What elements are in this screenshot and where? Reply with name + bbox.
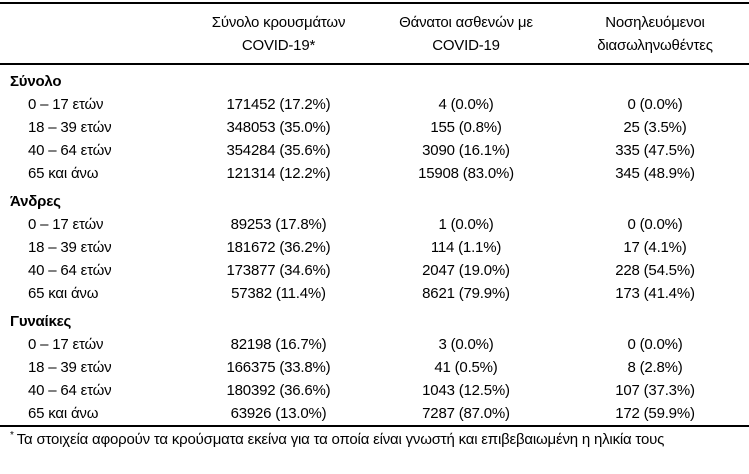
covid-age-statistics-table: Σύνολο κρουσμάτων COVID-19* Θάνατοι ασθε…: [0, 2, 749, 427]
table-row: 40 – 64 ετών 173877 (34.6%) 2047 (19.0%) 22…: [0, 259, 749, 282]
table-row: 40 – 64 ετών 354284 (35.6%) 3090 (16.1%) 33…: [0, 139, 749, 162]
header-empty-cell: [0, 3, 186, 65]
cases-cell: 63926 (13.0%): [230, 405, 327, 422]
age-group-label: 40 – 64 ετών: [28, 262, 112, 279]
intubated-cell: 107 (37.3%): [615, 382, 695, 399]
group-name: Γυναίκες: [10, 313, 72, 330]
group-name: Σύνολο: [10, 73, 62, 90]
intubated-cell: 25 (3.5%): [623, 119, 687, 136]
deaths-cell: 2047 (19.0%): [422, 262, 510, 279]
header-deaths-line1: Θάνατοι ασθενών με: [399, 14, 533, 31]
group-header-row: Άνδρες: [0, 185, 749, 213]
group-name: Άνδρες: [10, 193, 61, 210]
table-row: 40 – 64 ετών 180392 (36.6%) 1043 (12.5%) 10…: [0, 379, 749, 402]
intubated-cell: 17 (4.1%): [623, 239, 687, 256]
intubated-cell: 335 (47.5%): [615, 142, 695, 159]
cases-cell: 348053 (35.0%): [226, 119, 331, 136]
header-intubated-line2: διασωληνωθέντες: [597, 37, 713, 54]
age-group-label: 40 – 64 ετών: [28, 382, 112, 399]
intubated-cell: 0 (0.0%): [627, 96, 683, 113]
age-group-label: 18 – 39 ετών: [28, 239, 112, 256]
header-deaths-line2: COVID-19: [432, 37, 500, 54]
table-row: 0 – 17 ετών 89253 (17.8%) 1 (0.0%) 0 (0.0%): [0, 213, 749, 236]
cases-cell: 82198 (16.7%): [230, 336, 327, 353]
deaths-cell: 3090 (16.1%): [422, 142, 510, 159]
age-group-label: 0 – 17 ετών: [28, 216, 104, 233]
group-header-row: Γυναίκες: [0, 305, 749, 333]
age-group-label: 18 – 39 ετών: [28, 359, 112, 376]
deaths-cell: 1 (0.0%): [438, 216, 494, 233]
cases-cell: 173877 (34.6%): [226, 262, 331, 279]
age-group-label: 65 και άνω: [28, 405, 99, 422]
footnote-asterisk: *: [10, 430, 14, 441]
group-header-row: Σύνολο: [0, 64, 749, 93]
age-group-label: 18 – 39 ετών: [28, 119, 112, 136]
table-row: 0 – 17 ετών 82198 (16.7%) 3 (0.0%) 0 (0.0%): [0, 333, 749, 356]
header-row: Σύνολο κρουσμάτων COVID-19* Θάνατοι ασθε…: [0, 3, 749, 65]
header-cases: Σύνολο κρουσμάτων COVID-19*: [186, 3, 371, 65]
intubated-cell: 8 (2.8%): [627, 359, 683, 376]
table-row: 18 – 39 ετών 166375 (33.8%) 41 (0.5%) 8 (2.…: [0, 356, 749, 379]
header-intubated-line1: Νοσηλευόμενοι: [605, 14, 705, 31]
deaths-cell: 3 (0.0%): [438, 336, 494, 353]
table-header: Σύνολο κρουσμάτων COVID-19* Θάνατοι ασθε…: [0, 3, 749, 65]
age-group-label: 40 – 64 ετών: [28, 142, 112, 159]
cases-cell: 57382 (11.4%): [231, 285, 326, 302]
header-cases-line1: Σύνολο κρουσμάτων: [211, 14, 346, 31]
intubated-cell: 172 (59.9%): [615, 405, 695, 422]
header-cases-line2: COVID-19*: [241, 37, 316, 54]
intubated-cell: 173 (41.4%): [615, 285, 695, 302]
cases-cell: 121314 (12.2%): [226, 165, 331, 182]
deaths-cell: 4 (0.0%): [438, 96, 494, 113]
intubated-cell: 345 (48.9%): [615, 165, 695, 182]
cases-cell: 181672 (36.2%): [226, 239, 331, 256]
table-row: 0 – 17 ετών 171452 (17.2%) 4 (0.0%) 0 (0.0%…: [0, 93, 749, 116]
header-intubated: Νοσηλευόμενοι διασωληνωθέντες: [561, 3, 749, 65]
cases-cell: 180392 (36.6%): [226, 382, 331, 399]
table-row: 18 – 39 ετών 181672 (36.2%) 114 (1.1%) 17 (…: [0, 236, 749, 259]
table-row: 65 και άνω 63926 (13.0%) 7287 (87.0%) 172 (…: [0, 402, 749, 426]
deaths-cell: 41 (0.5%): [434, 359, 498, 376]
intubated-cell: 0 (0.0%): [627, 336, 683, 353]
footnote-text: Τα στοιχεία αφορούν τα κρούσματα εκείνα …: [16, 431, 665, 448]
cases-cell: 166375 (33.8%): [226, 359, 331, 376]
footnote: * Τα στοιχεία αφορούν τα κρούσματα εκείνα…: [10, 431, 749, 449]
deaths-cell: 8621 (79.9%): [422, 285, 510, 302]
table-body: Σύνολο 0 – 17 ετών 171452 (17.2%) 4 (0.0%) 0…: [0, 64, 749, 426]
table-row: 18 – 39 ετών 348053 (35.0%) 155 (0.8%) 25 (…: [0, 116, 749, 139]
cases-cell: 354284 (35.6%): [226, 142, 331, 159]
cases-cell: 171452 (17.2%): [226, 96, 331, 113]
cases-cell: 89253 (17.8%): [230, 216, 327, 233]
age-group-label: 0 – 17 ετών: [28, 336, 104, 353]
intubated-cell: 0 (0.0%): [627, 216, 683, 233]
deaths-cell: 155 (0.8%): [430, 119, 502, 136]
age-group-label: 0 – 17 ετών: [28, 96, 104, 113]
intubated-cell: 228 (54.5%): [615, 262, 695, 279]
table-row: 65 και άνω 57382 (11.4%) 8621 (79.9%) 173 (…: [0, 282, 749, 305]
age-group-label: 65 και άνω: [28, 285, 99, 302]
deaths-cell: 15908 (83.0%): [418, 165, 514, 182]
deaths-cell: 7287 (87.0%): [422, 405, 510, 422]
header-deaths: Θάνατοι ασθενών με COVID-19: [371, 3, 561, 65]
deaths-cell: 1043 (12.5%): [422, 382, 510, 399]
age-group-label: 65 και άνω: [28, 165, 99, 182]
table-row: 65 και άνω 121314 (12.2%) 15908 (83.0%) 345…: [0, 162, 749, 185]
deaths-cell: 114 (1.1%): [430, 239, 502, 256]
